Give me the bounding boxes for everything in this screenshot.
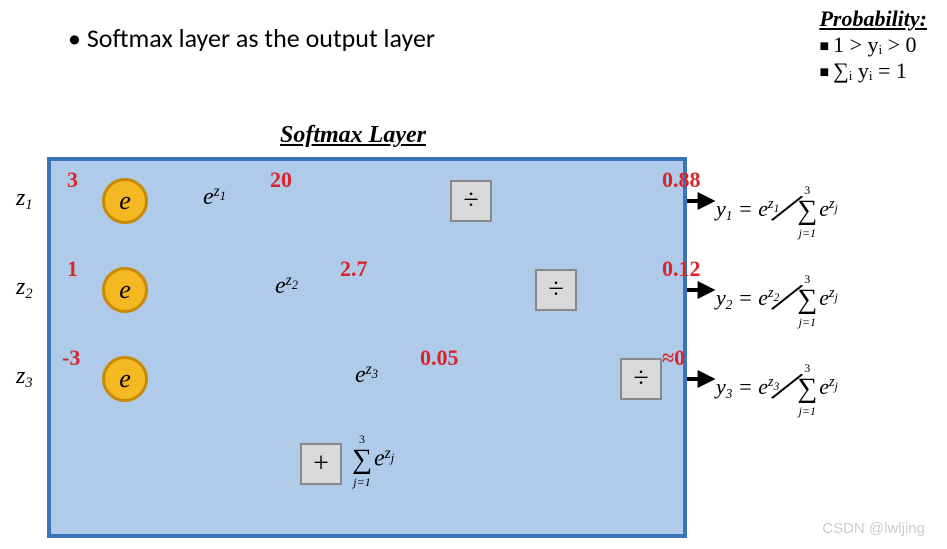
- exp-node-3: e: [102, 356, 148, 402]
- out-formula-1: y1 = ez1∕3∑j=1ezj: [716, 181, 838, 236]
- divide-op-2: ÷: [535, 269, 577, 311]
- z-label-3: z3: [16, 363, 33, 392]
- divide-op-1: ÷: [450, 180, 492, 222]
- exp-node-1: e: [102, 178, 148, 224]
- exp-label-3: ez3: [355, 361, 378, 389]
- exp-label-1: ez1: [203, 183, 226, 211]
- z-value-3: -3: [62, 345, 80, 371]
- diagram-overlay: z13eez120÷0.88y1 = ez1∕3∑j=1ezjz21eez22.…: [0, 0, 947, 549]
- sum-expression: 3∑j=1ezj: [350, 444, 394, 476]
- exp-value-2: 2.7: [340, 256, 368, 282]
- out-value-3: ≈0: [662, 345, 685, 371]
- out-value-2: 0.12: [662, 256, 701, 282]
- z-label-2: z2: [16, 274, 33, 303]
- out-value-1: 0.88: [662, 167, 701, 193]
- watermark: CSDN @lwljing: [822, 520, 925, 537]
- z-value-2: 1: [67, 256, 78, 282]
- divide-op-3: ÷: [620, 358, 662, 400]
- z-value-1: 3: [67, 167, 78, 193]
- exp-label-2: ez2: [275, 272, 298, 300]
- z-label-1: z1: [16, 185, 33, 214]
- exp-value-3: 0.05: [420, 345, 459, 371]
- exp-value-1: 20: [270, 167, 292, 193]
- exp-node-2: e: [102, 267, 148, 313]
- sum-op: +: [300, 443, 342, 485]
- out-formula-3: y3 = ez3∕3∑j=1ezj: [716, 359, 838, 414]
- out-formula-2: y2 = ez2∕3∑j=1ezj: [716, 270, 838, 325]
